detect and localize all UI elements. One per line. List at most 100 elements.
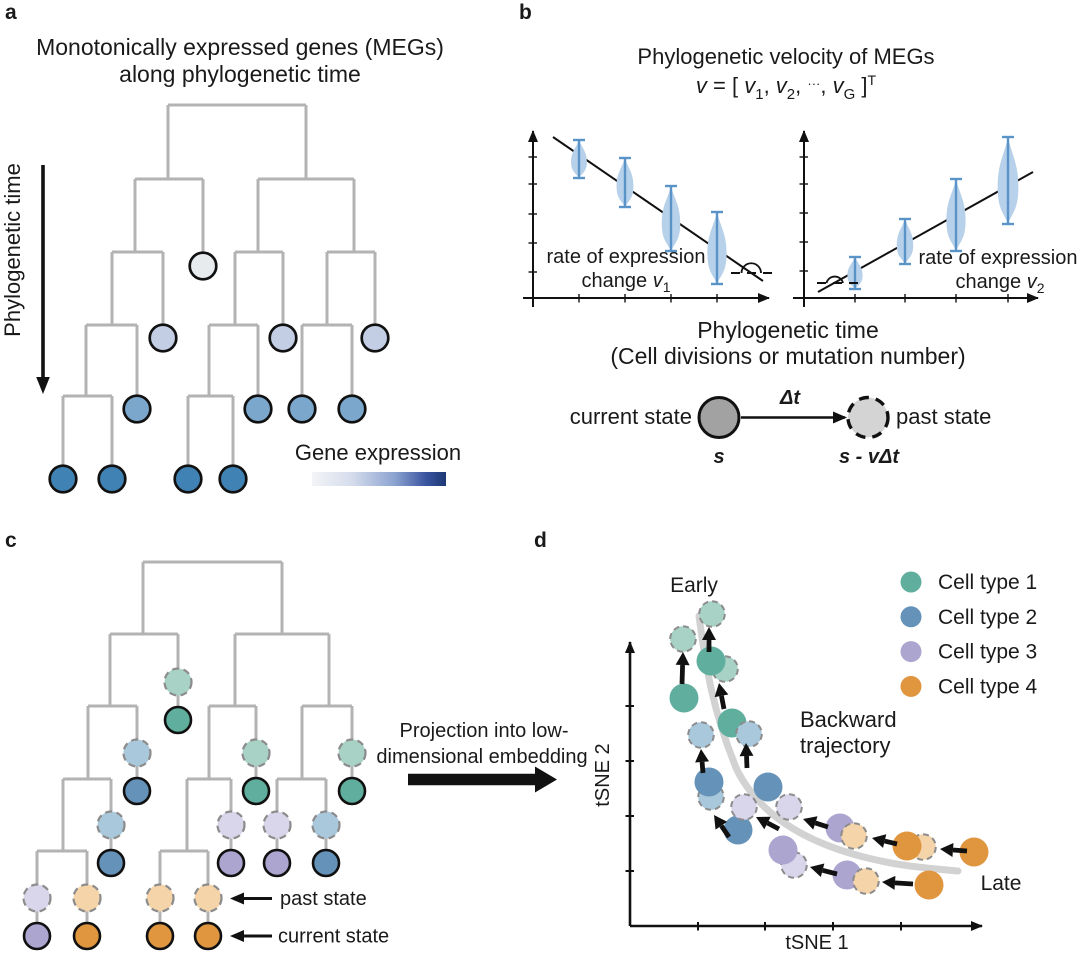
- past-state-node: [311, 810, 341, 840]
- past-state-node: [72, 883, 102, 913]
- current-state-node: [337, 776, 367, 806]
- backward-arrow-shaft: [699, 761, 706, 774]
- past-state-node: [122, 738, 152, 768]
- backward-arrow-head: [695, 749, 710, 763]
- gene-expression-node: [173, 464, 203, 494]
- panel-a-letter: a: [5, 1, 17, 24]
- tsne-current-point: [892, 831, 922, 861]
- gene-expression-node: [218, 464, 248, 494]
- past-state-node: [262, 810, 292, 840]
- text-fragment: G: [844, 86, 856, 103]
- colorbar-label: Gene expression: [295, 440, 461, 465]
- panel-c-state-arrows: [230, 892, 272, 942]
- text-fragment: T: [868, 72, 877, 88]
- tsne-axes: [625, 641, 983, 931]
- cell-type-legend: Cell type 1 Cell type 2 Cell type 3 Cell…: [900, 571, 1038, 698]
- tsne-past-point: [730, 793, 758, 821]
- tsne-past-point: [698, 600, 726, 628]
- panel-b-xlabel-line2: (Cell divisions or mutation number): [610, 343, 965, 369]
- past-state-node: [96, 810, 126, 840]
- tsne-current-point: [669, 683, 699, 713]
- rate-note-1-line1: rate of expression: [547, 246, 706, 268]
- gene-expression-node: [148, 323, 178, 353]
- text-fragment: = [: [707, 73, 744, 98]
- backward-arrow-head: [803, 816, 818, 830]
- tsne-current-point: [914, 870, 944, 900]
- backward-arrow-head: [756, 816, 771, 830]
- trajectory-label-line1: Backward: [800, 707, 897, 732]
- current-state-node: [193, 921, 223, 951]
- text-fragment: 1: [755, 86, 763, 103]
- legend-swatch: [900, 641, 922, 663]
- backward-arrow-head: [675, 652, 690, 666]
- panel-a-title-line1: Monotonically expressed genes (MEGs): [36, 34, 444, 60]
- backward-arrow-shaft: [821, 867, 838, 877]
- panel-d-letter: d: [534, 529, 547, 552]
- gene-expression-colorbar: [312, 472, 446, 486]
- text-fragment: ,: [764, 73, 776, 98]
- past-state-node: [163, 667, 193, 697]
- past-state-circle: [846, 395, 890, 440]
- tsne-past-point: [852, 867, 880, 895]
- backward-arrow-shaft: [766, 820, 781, 832]
- legend-swatch: [900, 571, 922, 593]
- panel-a-tree: [48, 103, 390, 494]
- backward-arrow-shaft: [679, 664, 685, 685]
- backward-arrow-shaft: [894, 880, 914, 887]
- trajectory-label-line2: trajectory: [800, 733, 890, 758]
- panel-b-title: Phylogenetic velocity of MEGs: [637, 44, 934, 69]
- current-state-node: [22, 921, 52, 951]
- current-state-annotation: current state: [278, 926, 389, 948]
- gene-expression-node: [97, 464, 127, 494]
- trajectory-curve: [695, 612, 962, 875]
- panel-b-xlabel-line1: Phylogenetic time: [697, 317, 879, 343]
- backward-arrow-shaft: [952, 847, 968, 854]
- text-fragment: v: [653, 270, 664, 292]
- phylogenetic-time-arrow: [36, 165, 50, 394]
- tsne-scatter-points: [669, 600, 989, 900]
- projection-arrow: [408, 766, 557, 793]
- s-label: s: [713, 446, 724, 468]
- annotation-arrow-head: [230, 930, 244, 942]
- tsne2-axis-label: tSNE 2: [592, 743, 614, 806]
- legend-label-3: Cell type 3: [938, 641, 1037, 664]
- gene-expression-node: [360, 323, 390, 353]
- tsne-current-point: [696, 646, 726, 676]
- text-fragment: v: [1027, 271, 1038, 293]
- past-state-label: past state: [896, 404, 991, 429]
- tsne-current-point: [694, 767, 724, 797]
- text-fragment: v: [744, 73, 757, 98]
- legend-swatch: [900, 606, 922, 628]
- text-fragment: 1: [663, 279, 671, 295]
- late-label: Late: [981, 872, 1022, 895]
- past-state-node: [193, 883, 223, 913]
- rate-note-2-line2: change v2: [956, 271, 1045, 296]
- gene-expression-node: [48, 464, 78, 494]
- current-state-label: current state: [570, 404, 692, 429]
- text-fragment: ,: [820, 73, 832, 98]
- past-state-annotation: past state: [280, 888, 367, 910]
- current-state-circle: [697, 396, 741, 439]
- current-state-node: [122, 776, 152, 806]
- panel-d: d tSNE 1 tSNE 2 Early Late Backward traj…: [534, 529, 1038, 954]
- tsne-current-point: [753, 772, 783, 802]
- text-fragment: 2: [1037, 280, 1045, 296]
- tsne-past-point: [669, 625, 697, 653]
- past-state-node: [22, 883, 52, 913]
- text-fragment: v: [776, 73, 789, 98]
- current-state-node: [241, 776, 271, 806]
- text-fragment: change: [956, 271, 1027, 293]
- current-state-node: [145, 921, 175, 951]
- panel-b-formula: v = [ v1, v2, ···, vG ]T: [696, 72, 877, 103]
- backward-arrow-head: [739, 743, 754, 757]
- text-fragment: ,: [795, 73, 807, 98]
- backward-arrow-shaft: [814, 820, 829, 830]
- text-fragment: ···: [807, 76, 820, 91]
- legend-label-2: Cell type 2: [938, 606, 1037, 629]
- projection-label-line1: Projection into low-: [400, 720, 569, 742]
- annotation-arrow-head: [230, 892, 244, 905]
- rate-note-1-line2: change v1: [582, 270, 671, 295]
- past-state-node: [241, 738, 271, 768]
- projection-arrow-head: [535, 766, 557, 793]
